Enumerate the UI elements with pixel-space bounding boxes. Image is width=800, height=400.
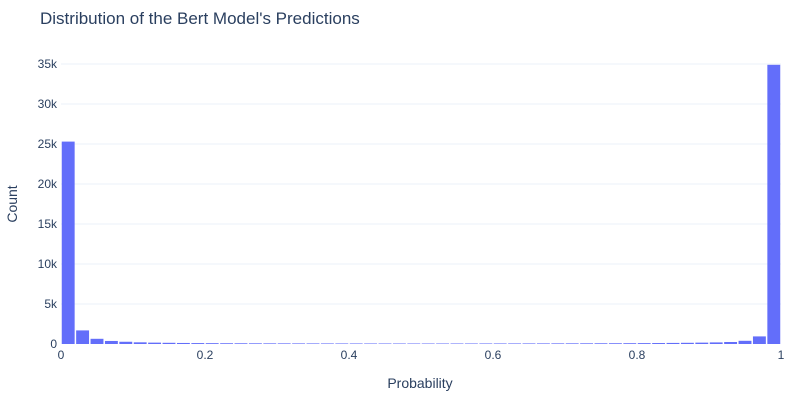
y-tick-label: 0 <box>50 337 57 351</box>
y-axis-title: Count <box>4 185 20 222</box>
histogram-bar <box>119 341 133 344</box>
histogram-bar <box>464 343 478 344</box>
histogram-bar <box>536 343 550 344</box>
histogram-bar <box>392 343 406 344</box>
x-axis-title: Probability <box>387 375 452 391</box>
y-tick-label: 10k <box>38 257 58 271</box>
y-tick-label: 25k <box>38 137 58 151</box>
histogram-bar <box>724 342 738 344</box>
histogram-bar <box>234 343 248 344</box>
histogram-bar <box>378 343 392 344</box>
histogram-bar <box>61 141 75 344</box>
y-tick-label: 15k <box>38 217 58 231</box>
histogram-bar <box>565 343 579 344</box>
histogram-bar <box>176 342 190 344</box>
x-tick-label: 0 <box>58 348 65 362</box>
y-axis-ticks: 0 5k 10k 15k 20k 25k 30k 35k <box>38 57 58 351</box>
histogram-bar <box>364 343 378 344</box>
histogram-bar <box>580 343 594 344</box>
histogram-bar <box>767 64 781 345</box>
histogram-bar <box>594 343 608 344</box>
x-tick-label: 0.4 <box>341 348 358 362</box>
histogram-bar <box>220 343 234 344</box>
histogram-bar <box>666 342 680 344</box>
histogram-bar <box>148 342 162 344</box>
histogram-bar <box>608 343 622 344</box>
histogram-bar <box>162 342 176 344</box>
histogram-bar <box>90 338 104 344</box>
histogram-bar <box>320 343 334 344</box>
histogram-bar <box>450 343 464 344</box>
bars <box>61 64 781 345</box>
histogram-bar <box>191 343 205 344</box>
histogram-bar <box>752 336 766 344</box>
histogram-bar <box>104 340 118 344</box>
x-tick-label: 0.6 <box>485 348 502 362</box>
histogram-bar <box>133 342 147 344</box>
histogram-bar <box>709 342 723 344</box>
x-axis-ticks: 0 0.2 0.4 0.6 0.8 1 <box>58 348 785 362</box>
histogram-bar <box>522 343 536 344</box>
y-tick-label: 5k <box>44 297 58 311</box>
histogram-bar <box>551 343 565 344</box>
histogram-bar <box>277 343 291 344</box>
histogram-bar <box>493 343 507 344</box>
histogram-bar <box>248 343 262 344</box>
histogram-bar <box>263 343 277 344</box>
histogram-bar <box>292 343 306 344</box>
histogram-bar <box>652 343 666 344</box>
y-tick-label: 30k <box>38 97 58 111</box>
x-tick-label: 0.8 <box>629 348 646 362</box>
gridlines <box>61 63 781 305</box>
chart-title: Distribution of the Bert Model's Predict… <box>40 9 360 28</box>
x-tick-label: 0.2 <box>197 348 214 362</box>
histogram-bar <box>695 342 709 344</box>
histogram-bar <box>335 343 349 344</box>
histogram-bar <box>479 343 493 344</box>
histogram-bar <box>680 342 694 344</box>
histogram-bar <box>349 343 363 344</box>
y-tick-label: 20k <box>38 177 58 191</box>
histogram-bar <box>508 343 522 344</box>
histogram-bar <box>738 340 752 344</box>
histogram-bar <box>623 343 637 344</box>
y-tick-label: 35k <box>38 57 58 71</box>
histogram-bar <box>76 330 90 344</box>
histogram-bar <box>637 343 651 344</box>
histogram-bar <box>306 343 320 344</box>
histogram-bar <box>436 343 450 344</box>
histogram-bar <box>205 343 219 344</box>
x-tick-label: 1 <box>778 348 785 362</box>
